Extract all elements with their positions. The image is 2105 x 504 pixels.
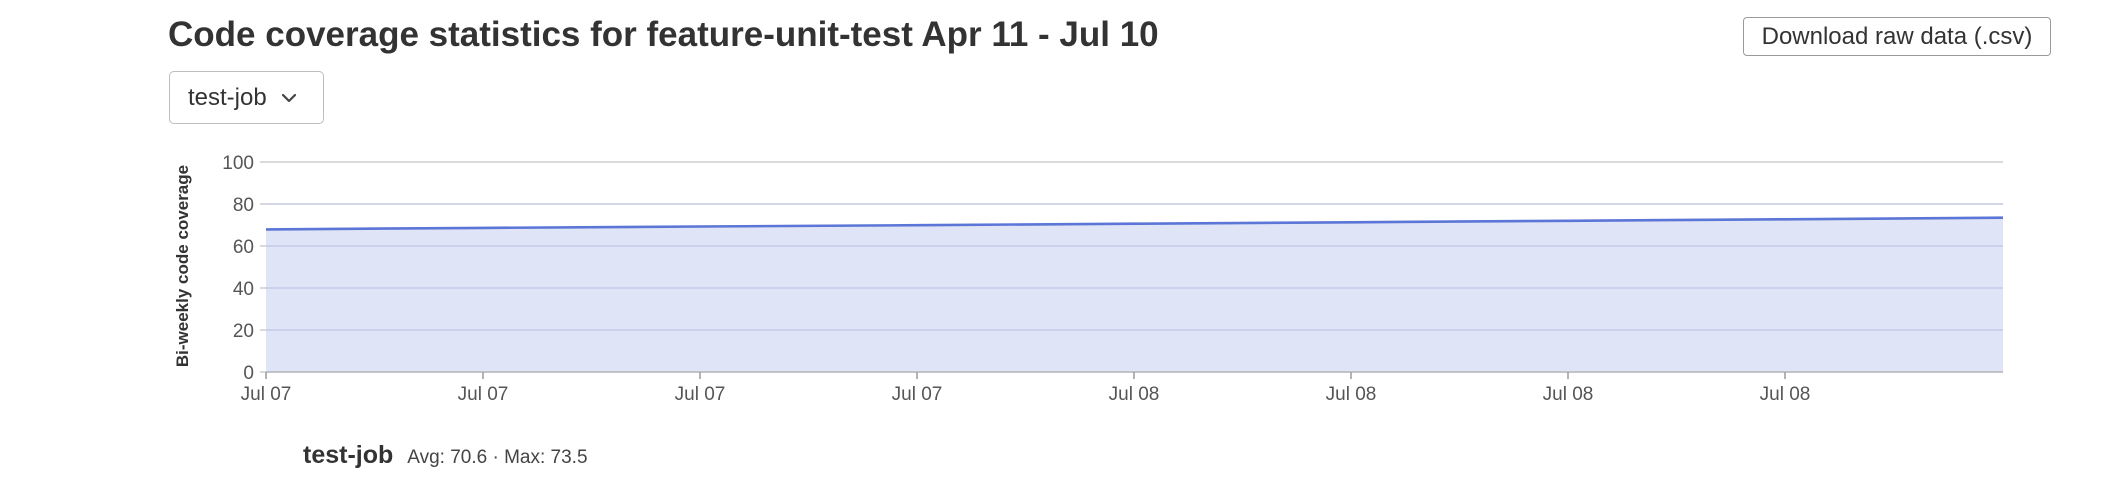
x-tick-label: Jul 07 <box>675 384 726 405</box>
legend-series-name: test-job <box>303 441 394 469</box>
y-tick-label: 20 <box>233 321 254 342</box>
x-tick-label: Jul 08 <box>1109 384 1160 405</box>
download-csv-button[interactable]: Download raw data (.csv) <box>1743 17 2051 56</box>
chart-area-layer <box>265 203 2004 372</box>
x-tick-label: Jul 08 <box>1326 384 1377 405</box>
y-axis-title: Bi-weekly code coverage <box>173 165 192 367</box>
y-tick-label: 40 <box>233 279 254 300</box>
job-dropdown[interactable]: test-job <box>169 71 324 124</box>
x-tick-label: Jul 08 <box>1760 384 1811 405</box>
x-tick-label: Jul 07 <box>458 384 509 405</box>
legend-series-stats: Avg: 70.6 · Max: 73.5 <box>407 447 588 468</box>
y-tick-label: 80 <box>233 195 254 216</box>
page-title: Code coverage statistics for feature-uni… <box>168 15 1159 54</box>
series-line <box>265 216 2004 231</box>
chart-legend: test-job Avg: 70.6 · Max: 73.5 <box>303 441 588 470</box>
y-tick-label: 0 <box>243 363 254 384</box>
x-axis-ticks: Jul 07 Jul 07 Jul 07 Jul 07 Jul 08 Jul 08 Jul … <box>241 371 2003 405</box>
y-axis-ticks: 0 20 40 60 80 100 <box>222 153 254 384</box>
series-area-fill <box>266 217 2003 372</box>
x-tick-label: Jul 07 <box>241 384 292 405</box>
x-tick-label: Jul 07 <box>892 384 943 405</box>
chevron-down-icon <box>281 93 297 103</box>
x-tick-label: Jul 08 <box>1543 384 1594 405</box>
y-tick-label: 60 <box>233 237 254 258</box>
y-tick-label: 100 <box>222 153 254 174</box>
job-dropdown-label: test-job <box>188 83 267 111</box>
